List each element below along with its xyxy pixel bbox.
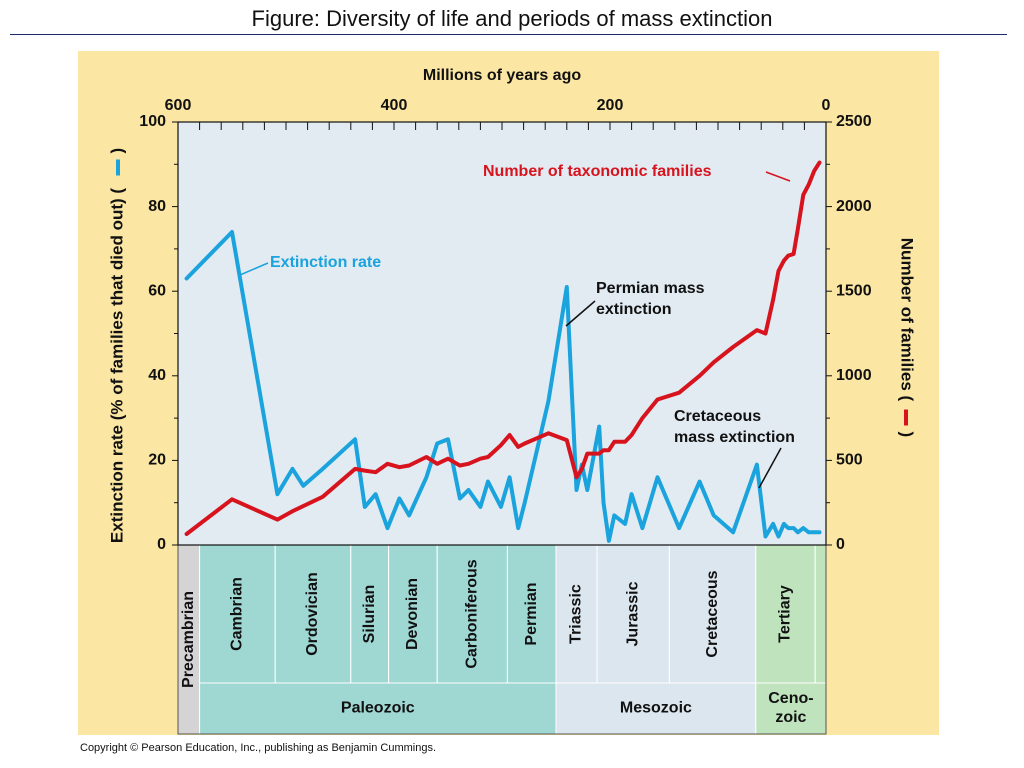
copyright-notice: Copyright © Pearson Education, Inc., pub… xyxy=(80,742,437,754)
y-left-axis-label: Extinction rate (% of families that died… xyxy=(107,148,126,543)
title-divider xyxy=(10,34,1007,35)
slide-title: Figure: Diversity of life and periods of… xyxy=(251,6,773,31)
period-label: Ordovician xyxy=(304,572,321,656)
y-right-tick-label: 1000 xyxy=(836,367,872,384)
y-left-tick-label: 0 xyxy=(157,536,166,553)
era-label: Ceno- xyxy=(768,690,813,707)
y-right-label-text: Number of families ( xyxy=(898,238,917,402)
period-label: Triassic xyxy=(568,584,585,644)
permian-annotation-leader xyxy=(565,300,596,327)
period-label: Precambrian xyxy=(180,591,197,688)
extinction-label-leader xyxy=(239,262,269,276)
plot-area xyxy=(178,122,826,545)
period-label: Permian xyxy=(523,582,540,645)
period-label: Cretaceous xyxy=(704,570,721,657)
era-band xyxy=(555,682,757,735)
era-band xyxy=(755,682,827,735)
figure-panel: Precambrian Cambrian Ordovician Silurian Dev… xyxy=(78,51,939,735)
period-band xyxy=(555,544,598,684)
extinction-series-label: Extinction rate xyxy=(270,254,381,271)
y-left-label-close: ) xyxy=(107,148,126,154)
period-label: Cambrian xyxy=(229,577,246,651)
y-right-tick-label: 500 xyxy=(836,452,863,469)
y-right-tick-label: 0 xyxy=(836,536,845,553)
period-band xyxy=(506,544,557,684)
x-tick-label: 600 xyxy=(165,97,192,114)
era-label: Paleozoic xyxy=(341,700,415,717)
y-left-tick-label: 100 xyxy=(139,113,166,130)
period-label: Silurian xyxy=(361,585,378,644)
period-label: Tertiary xyxy=(777,585,794,643)
y-right-label-close: ) xyxy=(898,432,917,438)
y-left-tick-label: 80 xyxy=(148,198,166,215)
y-right-axis-label: Number of families () xyxy=(898,238,917,437)
y-right-tick-label: 1500 xyxy=(836,282,872,299)
era-label: zoic xyxy=(775,709,806,726)
y-left-tick-label: 40 xyxy=(148,367,166,384)
period-band xyxy=(755,544,816,684)
families-series-label: Number of taxonomic families xyxy=(483,163,712,180)
cretaceous-annotation-leader xyxy=(758,447,782,489)
x-tick-label: 200 xyxy=(597,97,624,114)
x-tick-label: 400 xyxy=(381,97,408,114)
permian-annotation-text: extinction xyxy=(596,301,672,318)
x-axis-label: Millions of years ago xyxy=(423,67,581,84)
cretaceous-annotation-text: mass extinction xyxy=(674,429,795,446)
permian-annotation-text: Permian mass xyxy=(596,280,705,297)
y-left-tick-label: 60 xyxy=(148,282,166,299)
period-band xyxy=(596,544,670,684)
x-tick-label: 0 xyxy=(822,97,831,114)
period-label: Jurassic xyxy=(624,581,641,646)
y-right-tick-label: 2000 xyxy=(836,198,872,215)
period-band xyxy=(814,544,827,684)
taxonomic-families-line xyxy=(184,160,822,536)
era-band xyxy=(199,682,557,735)
period-label: Carboniferous xyxy=(464,559,481,668)
period-band xyxy=(436,544,508,684)
y-left-label-text: Extinction rate (% of families that died… xyxy=(107,188,126,543)
y-right-tick-label: 2500 xyxy=(836,113,872,130)
cretaceous-annotation-text: Cretaceous xyxy=(674,408,761,425)
period-label: Devonian xyxy=(404,578,421,650)
extinction-chart: Precambrian Cambrian Ordovician Silurian Dev… xyxy=(107,67,917,735)
families-label-leader xyxy=(765,171,791,182)
y-left-tick-label: 20 xyxy=(148,452,166,469)
era-label: Mesozoic xyxy=(620,700,692,717)
extinction-rate-line xyxy=(184,230,822,543)
